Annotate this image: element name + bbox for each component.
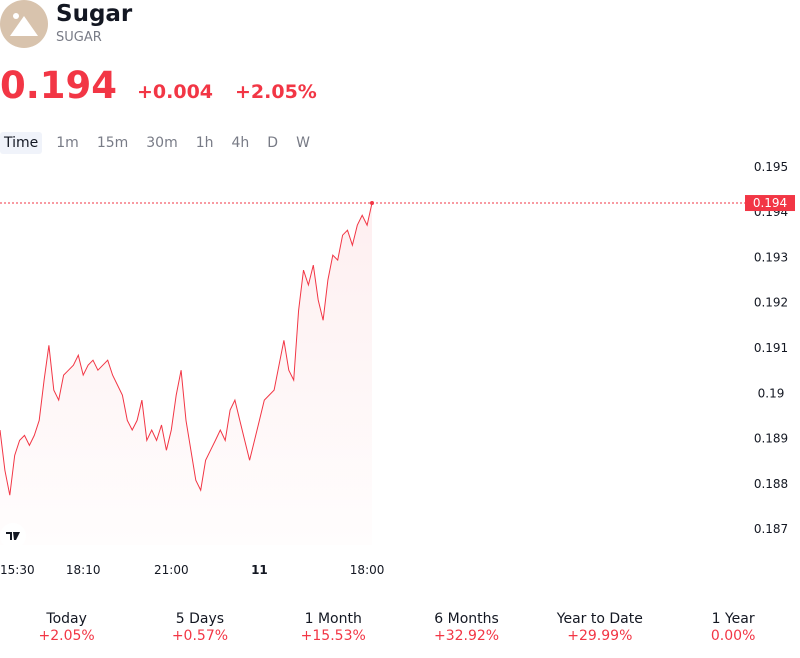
interval-tab[interactable]: 1m (56, 135, 79, 151)
watermark-mark (6, 532, 20, 540)
performance-label: 1 Year (711, 611, 755, 627)
performance-value: +32.92% (433, 628, 500, 644)
y-tick-label: 0.188 (754, 477, 788, 491)
last-price-badge (745, 195, 795, 212)
chart: 0.187 0.188 0.189 0.19 0.191 0.192 0.193 0.194 0… (0, 160, 795, 577)
y-tick-label: 0.189 (754, 432, 788, 446)
interval-tabs: Time 1m 15m 30m 1h 4h D W (0, 132, 324, 154)
last-price-label: 0.194 (753, 196, 787, 210)
performance-label: 5 Days (175, 611, 225, 627)
performance-cell[interactable]: Year to Date +29.99% (533, 611, 666, 644)
price: 0.194 (0, 64, 118, 107)
price-change: +0.004 (137, 81, 214, 103)
x-tick-label: 15:30 (0, 563, 35, 577)
instrument-symbol: SUGAR (56, 30, 102, 45)
interval-tab[interactable]: D (267, 135, 279, 151)
interval-tab[interactable]: 30m (146, 135, 178, 151)
y-tick-label: 0.187 (754, 522, 788, 536)
interval-tab[interactable]: 15m (96, 135, 129, 151)
interval-tab[interactable]: Time (0, 132, 43, 154)
performance-value: +2.05% (38, 628, 95, 644)
last-point (370, 201, 374, 206)
performance-value: 0.00% (710, 628, 756, 644)
performance-value: +29.99% (567, 628, 633, 644)
y-tick-label: 0.193 (754, 250, 788, 264)
performance-value: +0.57% (171, 628, 229, 644)
x-tick-label: 18:10 (66, 563, 101, 577)
interval-tab[interactable]: 4h (231, 135, 250, 151)
y-tick-label: 0.192 (754, 296, 788, 310)
performance-cell[interactable]: Today +2.05% (0, 611, 133, 644)
instrument-name: Sugar (56, 1, 133, 27)
performance-label: 1 Month (304, 611, 362, 627)
y-tick-label: 0.191 (754, 341, 788, 355)
area (0, 203, 372, 545)
performance-cell[interactable]: 1 Year 0.00% (666, 611, 799, 644)
interval-tab[interactable]: 1h (195, 135, 214, 151)
performance-row: Today +2.05% 5 Days +0.57% 1 Month +15.53% 6 M… (0, 611, 800, 644)
performance-label: Today (46, 611, 87, 627)
performance-value: +15.53% (300, 628, 366, 644)
performance-label: Year to Date (556, 611, 643, 627)
performance-cell[interactable]: 1 Month +15.53% (267, 611, 400, 644)
y-tick-label: 0.195 (754, 160, 788, 174)
price-line (0, 202, 373, 496)
performance-cell[interactable]: 5 Days +0.57% (133, 611, 266, 644)
watermark-bg (0, 523, 26, 549)
performance-label: 6 Months (434, 611, 499, 627)
price-change-percent: +2.05% (235, 81, 317, 103)
logo (0, 0, 48, 48)
x-tick-label: 21:00 (154, 563, 189, 577)
x-tick-label: 11 (251, 563, 268, 577)
x-tick-label: 18:00 (350, 563, 385, 577)
interval-tab[interactable]: W (296, 135, 310, 151)
performance-cell[interactable]: 6 Months +32.92% (400, 611, 533, 644)
y-tick-label: 0.19 (758, 386, 785, 400)
watermark-logo (0, 523, 26, 549)
